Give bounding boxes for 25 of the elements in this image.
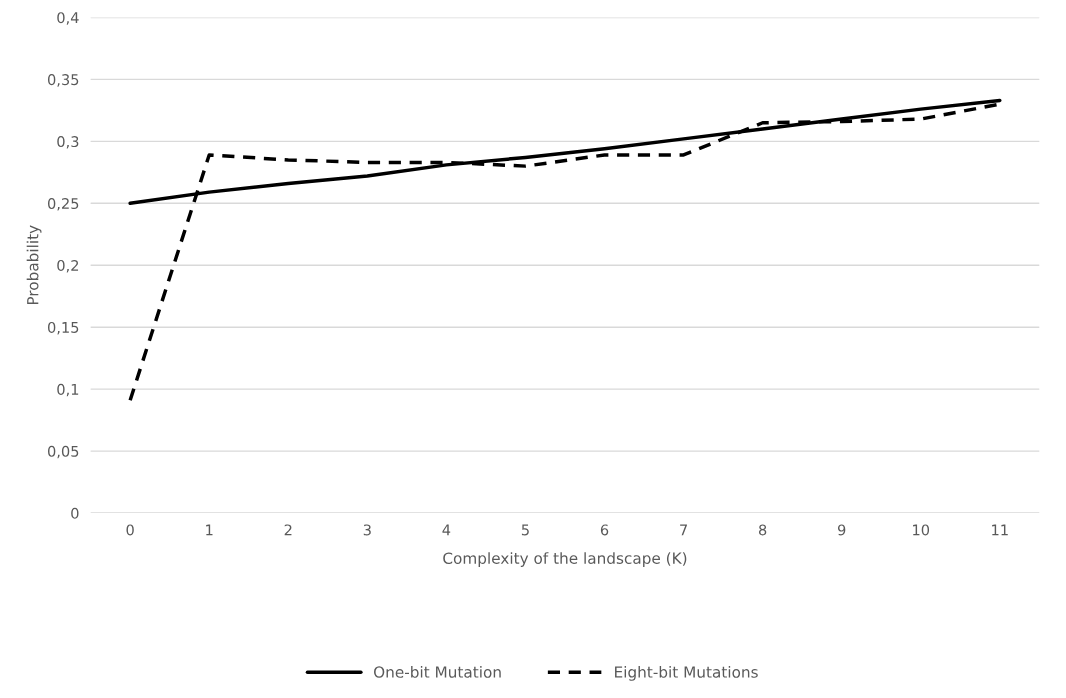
legend-label: One-bit Mutation (373, 665, 501, 678)
y-tick-label: 0,1 (57, 383, 79, 397)
y-tick-label: 0,3 (57, 136, 79, 149)
y-tick-label: 0 (71, 507, 79, 519)
y-tick-label: 0,35 (47, 74, 79, 87)
y-axis-title: Probability (26, 225, 42, 305)
x-axis-title: Complexity of the landscape (K) (443, 552, 687, 567)
x-tick-label: 6 (600, 524, 609, 536)
y-tick-label: 0,05 (47, 445, 79, 459)
y-tick-label: 0,2 (57, 259, 79, 273)
x-tick-label: 11 (992, 524, 1008, 536)
y-tick-label: 0,15 (47, 321, 79, 335)
x-tick-label: 1 (206, 524, 213, 536)
y-tick-label: 0,25 (47, 198, 79, 211)
x-tick-label: 4 (442, 524, 451, 536)
x-tick-label: 8 (758, 524, 767, 536)
x-tick-label: 10 (913, 524, 930, 536)
x-tick-label: 9 (837, 524, 846, 536)
x-tick-label: 5 (521, 524, 529, 536)
x-tick-label: 7 (680, 524, 687, 536)
x-tick-label: 3 (363, 524, 371, 536)
x-tick-label: 0 (126, 524, 134, 536)
legend-label: Eight-bit Mutations (615, 665, 758, 681)
x-tick-label: 2 (284, 524, 292, 536)
y-tick-label: 0,4 (57, 12, 79, 25)
